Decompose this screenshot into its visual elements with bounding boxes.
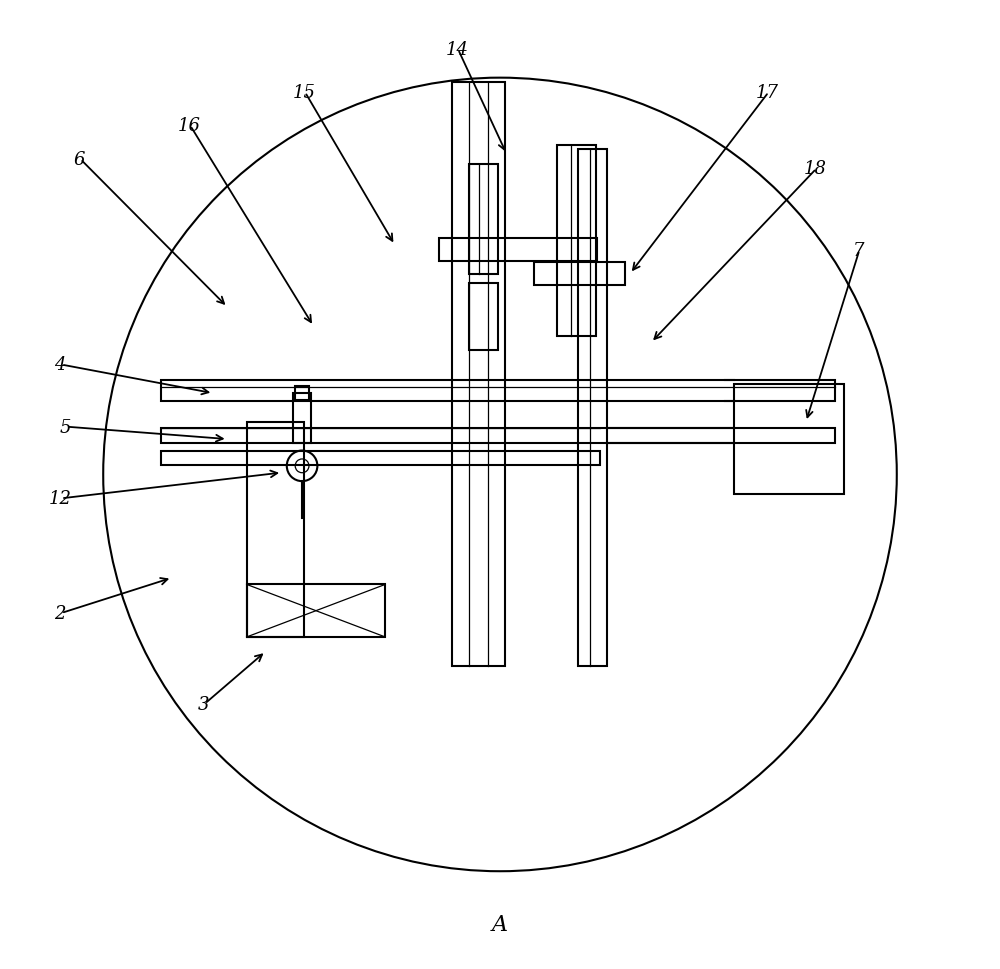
Text: A: A <box>492 913 508 935</box>
Text: 17: 17 <box>756 84 779 102</box>
Text: 12: 12 <box>49 490 72 508</box>
Text: 14: 14 <box>445 41 468 59</box>
Bar <box>161 452 600 465</box>
Bar <box>557 145 596 336</box>
Text: 5: 5 <box>59 419 71 436</box>
Bar <box>293 393 311 444</box>
Bar <box>469 165 498 274</box>
Text: 15: 15 <box>292 84 315 102</box>
Text: 16: 16 <box>178 117 201 136</box>
Text: 7: 7 <box>853 241 864 260</box>
Text: 2: 2 <box>54 605 66 622</box>
Bar <box>439 239 597 262</box>
Bar <box>161 428 835 444</box>
Bar <box>734 385 844 494</box>
Text: 6: 6 <box>74 151 85 169</box>
Text: 4: 4 <box>54 357 66 374</box>
Bar <box>534 263 625 286</box>
Bar <box>469 284 498 351</box>
Bar <box>161 381 835 401</box>
Bar <box>295 387 309 400</box>
Bar <box>452 83 505 666</box>
Text: 3: 3 <box>198 695 209 713</box>
Bar <box>247 422 304 638</box>
Text: 18: 18 <box>804 160 827 178</box>
Bar <box>578 150 607 666</box>
Bar <box>247 584 385 638</box>
